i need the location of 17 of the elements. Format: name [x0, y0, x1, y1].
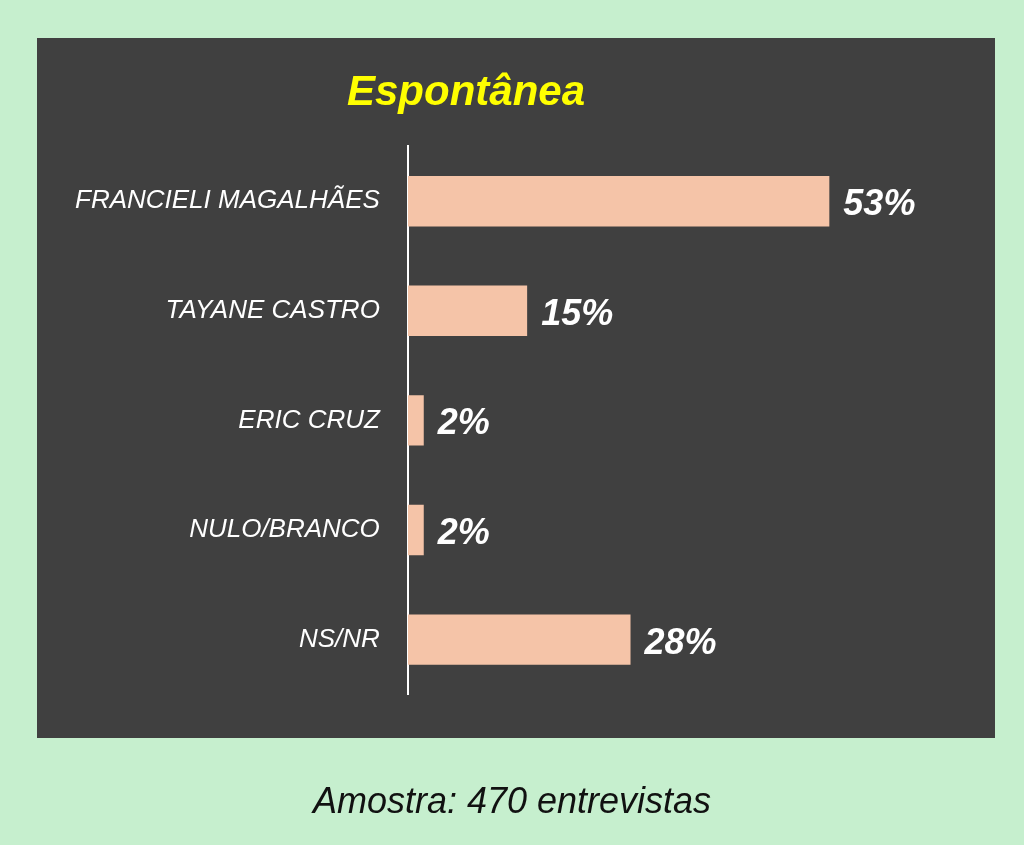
chart-title: Espontânea [346, 66, 586, 114]
bar [407, 395, 424, 446]
data-label: 15% [541, 291, 614, 333]
data-label: 2% [436, 510, 490, 552]
text: Amostra: 470 entrevistas [310, 780, 713, 822]
bar [407, 285, 528, 337]
y-tick-label: FRANCIELI MAGALHÃES [74, 184, 381, 215]
bar [407, 175, 830, 227]
y-tick-label: ERIC CRUZ [238, 403, 381, 434]
bar [407, 614, 631, 665]
y-tick-label: TAYANE CASTRO [165, 294, 380, 325]
data-label: 53% [843, 182, 916, 224]
data-label: 28% [643, 620, 717, 662]
data-label: 2% [436, 401, 490, 443]
y-tick-label: NULO/BRANCO [189, 513, 380, 544]
y-tick-label: NS/NR [298, 622, 380, 653]
bar [407, 504, 424, 556]
